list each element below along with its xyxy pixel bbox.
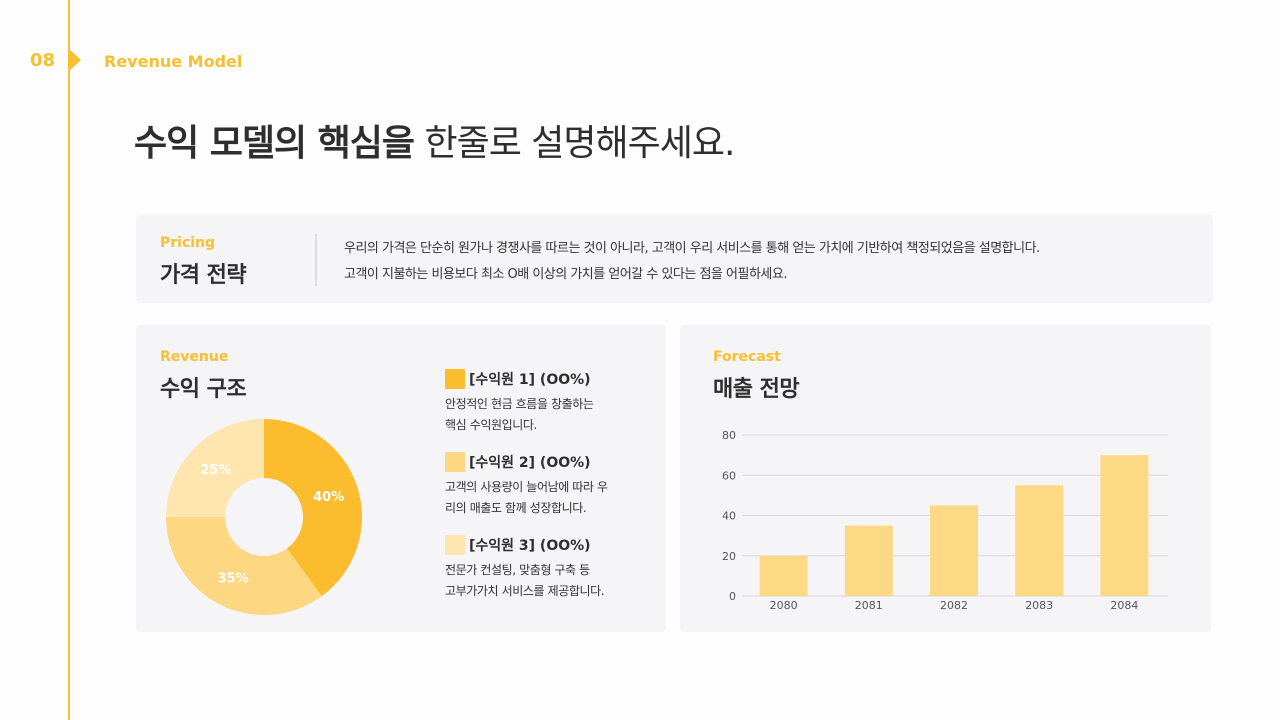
bar-2082 [930, 505, 978, 596]
legend-item-2: [수익원 2] (OO%) 고객의 사용량이 늘어남에 따라 우 리의 매출도 … [445, 452, 645, 519]
legend-label-1: [수익원 1] (OO%) [469, 372, 591, 388]
legend-item-1: [수익원 1] (OO%) 안정적인 현금 흐름을 창출하는 핵심 수익원입니다… [445, 369, 645, 436]
legend-item-3: [수익원 3] (OO%) 전문가 컨설팅, 맞춤형 구축 등 고부가가치 서비… [445, 535, 645, 602]
legend-desc-3-line-1: 전문가 컨설팅, 맞춤형 구축 등 [445, 563, 590, 577]
donut-slice-2 [166, 517, 322, 615]
pricing-tag: Pricing [160, 235, 216, 251]
pricing-title: 가격 전략 [160, 263, 247, 288]
bar-2084 [1100, 455, 1149, 596]
y-tick-label-20: 20 [722, 550, 736, 563]
donut-slice-3 [166, 419, 264, 517]
legend-desc-2-line-2: 리의 매출도 함께 성장합니다. [445, 501, 587, 515]
legend-desc-1-line-1: 안정적인 현금 흐름을 창출하는 [445, 397, 594, 411]
bar-2083 [1015, 485, 1064, 596]
pricing-card: Pricing 가격 전략 우리의 가격은 단순히 원가나 경쟁사를 따르는 것… [136, 215, 1213, 303]
forecast-title: 매출 전망 [713, 377, 800, 402]
legend-label-2: [수익원 2] (OO%) [469, 455, 591, 471]
y-tick-label-40: 40 [722, 510, 736, 523]
legend-desc-2-line-1: 고객의 사용량이 늘어남에 따라 우 [445, 480, 608, 494]
forecast-bar-chart: 0 20 40 60 80 2080 2081 2082 2083 2084 [722, 429, 1168, 612]
pricing-line-2: 고객이 지불하는 비용보다 최소 O배 이상의 가치를 얻어갈 수 있다는 점을… [344, 267, 787, 282]
legend-swatch-1 [445, 369, 465, 389]
revenue-donut-chart: 40% 35% 25% [166, 419, 362, 615]
legend-desc-3: 전문가 컨설팅, 맞춤형 구축 등 고부가가치 서비스를 제공합니다. [445, 560, 645, 602]
section-title: Revenue Model [104, 52, 243, 71]
donut-slice-1 [264, 419, 362, 597]
revenue-card: Revenue 수익 구조 40% 35% 25% [수익원 1] (OO%) 안정… [136, 325, 666, 632]
revenue-title: 수익 구조 [160, 377, 247, 402]
x-tick-label-2084: 2084 [1110, 599, 1138, 612]
y-tick-label-80: 80 [722, 429, 736, 442]
section-timeline-line [68, 0, 70, 720]
x-tick-label-2080: 2080 [770, 599, 798, 612]
section-arrow-icon [69, 49, 81, 71]
legend-swatch-2 [445, 452, 465, 472]
headline-light: 한줄로 설명해주세요. [424, 123, 735, 164]
bar-2080 [759, 555, 808, 596]
bar-2081 [844, 525, 893, 596]
y-tick-label-60: 60 [722, 469, 736, 482]
x-tick-label-2083: 2083 [1025, 599, 1053, 612]
donut-label-1: 40% [313, 490, 344, 505]
legend-desc-3-line-2: 고부가가치 서비스를 제공합니다. [445, 584, 605, 598]
pricing-divider [315, 234, 317, 286]
donut-label-3: 25% [200, 463, 231, 478]
legend-desc-1: 안정적인 현금 흐름을 창출하는 핵심 수익원입니다. [445, 394, 645, 436]
page-headline: 수익 모델의 핵심을 한줄로 설명해주세요. [134, 114, 735, 166]
legend-desc-2: 고객의 사용량이 늘어남에 따라 우 리의 매출도 함께 성장합니다. [445, 477, 645, 519]
legend-label-3: [수익원 3] (OO%) [469, 538, 591, 554]
donut-label-2: 35% [218, 572, 249, 587]
legend-swatch-3 [445, 535, 465, 555]
headline-bold: 수익 모델의 핵심을 [134, 123, 415, 164]
legend-desc-1-line-2: 핵심 수익원입니다. [445, 418, 537, 432]
revenue-tag: Revenue [160, 349, 229, 365]
x-tick-label-2081: 2081 [855, 599, 883, 612]
pricing-line-1: 우리의 가격은 단순히 원가나 경쟁사를 따르는 것이 아니라, 고객이 우리 … [344, 241, 1040, 256]
section-number: 08 [30, 50, 56, 71]
forecast-card: Forecast 매출 전망 0 20 40 60 80 2080 2081 2082 2083… [680, 325, 1211, 632]
y-tick-label-0: 0 [729, 590, 736, 603]
pricing-description: 우리의 가격은 단순히 원가나 경쟁사를 따르는 것이 아니라, 고객이 우리 … [344, 236, 1040, 288]
x-tick-label-2082: 2082 [940, 599, 968, 612]
forecast-tag: Forecast [713, 349, 781, 365]
